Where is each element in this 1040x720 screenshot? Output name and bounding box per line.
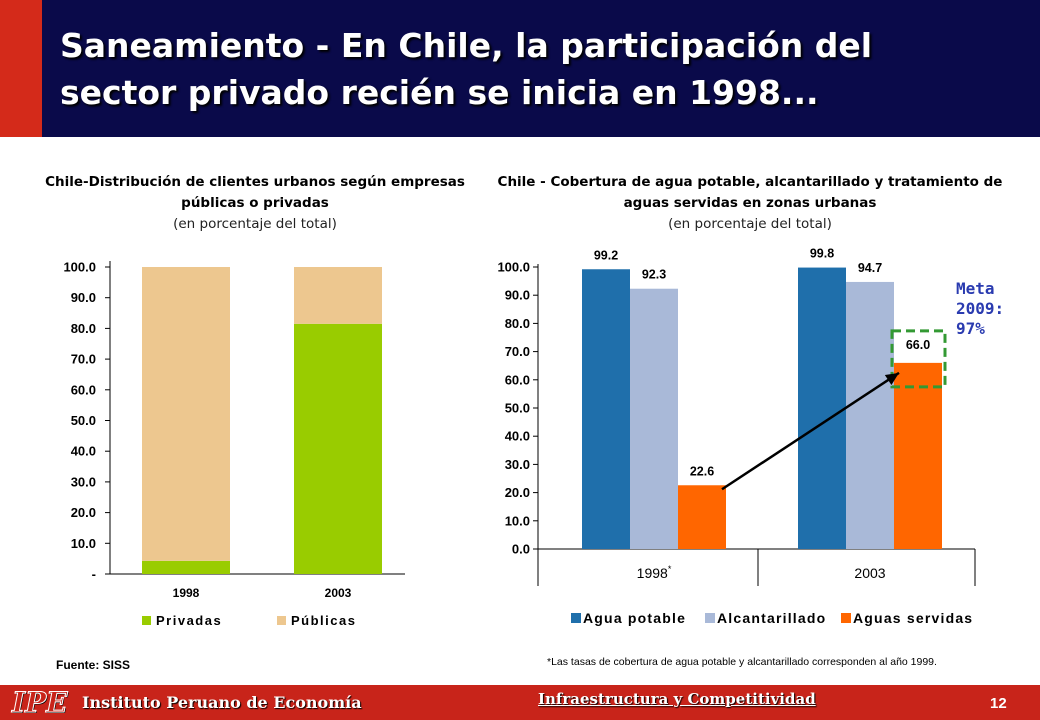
right-chart-title: Chile - Cobertura de agua potable, alcan… xyxy=(497,174,1003,211)
x-tick-label: 1998 xyxy=(173,586,200,600)
footer-section-title: Infraestructura y Competitividad xyxy=(538,690,816,708)
growth-arrow-head xyxy=(884,372,899,386)
legend-swatch xyxy=(142,616,151,625)
x-tick-label: 1998* xyxy=(637,564,672,581)
slide-header xyxy=(0,0,1040,137)
right-chart-heading: Chile - Cobertura de agua potable, alcan… xyxy=(480,172,1020,235)
y-tick-label: 10.0 xyxy=(505,513,530,528)
y-tick-label: 30.0 xyxy=(505,457,530,472)
legend-swatch xyxy=(841,613,851,623)
y-tick-label: 60.0 xyxy=(71,382,96,397)
grouped-bar-chart-coverage: 0.0 10.0 20.0 30.0 40.0 50.0 60.0 70.0 80.0 90.0 1… xyxy=(497,247,976,626)
data-label: 66.0 xyxy=(906,338,930,352)
growth-arrow-line xyxy=(721,371,900,491)
y-tick-label: 70.0 xyxy=(71,352,96,367)
y-tick-label: 20.0 xyxy=(71,505,96,520)
legend-swatch xyxy=(705,613,715,623)
legend-swatch xyxy=(571,613,581,623)
data-label: 94.7 xyxy=(858,261,882,275)
y-tick-label: 50.0 xyxy=(71,413,96,428)
stacked-bar-chart-clients: - 10.0 20.0 30.0 40.0 50.0 60.0 70.0 80.0 90.0 100… xyxy=(63,260,405,628)
left-chart-title: Chile-Distribución de clientes urbanos s… xyxy=(45,174,465,211)
footnote-mark: * xyxy=(668,564,672,574)
footer-organization: Instituto Peruano de Economía xyxy=(82,693,362,712)
y-tick-label: 70.0 xyxy=(505,344,530,359)
data-label: 99.2 xyxy=(594,248,618,262)
y-tick-label: 100.0 xyxy=(63,260,96,275)
data-label: 22.6 xyxy=(690,464,714,478)
data-label: 92.3 xyxy=(642,268,666,282)
goal-annotation: Meta 2009: 97% xyxy=(956,279,1004,339)
bar-privadas-1998 xyxy=(142,560,230,574)
y-tick-label: 80.0 xyxy=(71,321,96,336)
y-tick-label: 40.0 xyxy=(505,429,530,444)
y-tick-label: 20.0 xyxy=(505,485,530,500)
ipe-logo: IPE xyxy=(12,686,68,720)
legend-label: Alcantarillado xyxy=(717,610,826,626)
bar-pblicas-1998 xyxy=(142,267,230,561)
y-tick-label: 0.0 xyxy=(512,542,530,557)
y-tick-label: 10.0 xyxy=(71,536,96,551)
bar-agua-potable-1998 xyxy=(582,269,630,549)
legend-swatch xyxy=(277,616,286,625)
y-tick-label: 40.0 xyxy=(71,444,96,459)
y-tick-label: 30.0 xyxy=(71,474,96,489)
goal-line-2: 2009: xyxy=(956,299,1005,318)
left-chart-subtitle: (en porcentaje del total) xyxy=(173,216,337,232)
bar-aguas-servidas-1998 xyxy=(678,485,726,549)
bar-aguas-servidas-2003 xyxy=(894,362,942,549)
y-tick-label: 90.0 xyxy=(505,288,530,303)
bar-privadas-2003 xyxy=(294,323,382,574)
goal-dashed-box xyxy=(890,329,947,389)
bar-agua-potable-2003 xyxy=(798,267,846,549)
slide-footer xyxy=(0,685,1040,720)
y-tick-label: - xyxy=(92,567,96,582)
y-tick-label: 80.0 xyxy=(505,316,530,331)
bar-alcantarillado-1998 xyxy=(630,288,678,549)
y-tick-label: 90.0 xyxy=(71,290,96,305)
legend-label: Aguas servidas xyxy=(853,610,973,626)
data-label: 99.8 xyxy=(810,247,834,261)
goal-line-3: 97% xyxy=(956,319,985,338)
y-tick-label: 60.0 xyxy=(505,372,530,387)
bar-alcantarillado-2003 xyxy=(846,281,894,549)
bar-pblicas-2003 xyxy=(294,267,382,324)
page-number: 12 xyxy=(990,695,1007,712)
y-tick-label: 100.0 xyxy=(497,260,530,275)
right-chart-subtitle: (en porcentaje del total) xyxy=(668,216,832,232)
slide-title: Saneamiento - En Chile, la participación… xyxy=(60,26,873,112)
y-tick-label: 50.0 xyxy=(505,401,530,416)
source-note: Fuente: SISS xyxy=(56,658,131,672)
x-tick-label: 2003 xyxy=(325,586,352,600)
left-chart-heading: Chile-Distribución de clientes urbanos s… xyxy=(40,172,470,235)
legend-label: Agua potable xyxy=(583,610,686,626)
legend-label: Públicas xyxy=(291,613,356,628)
x-tick-label: 2003 xyxy=(854,565,885,581)
header-accent-bar xyxy=(0,0,42,137)
legend-label: Privadas xyxy=(156,613,222,628)
footnote: *Las tasas de cobertura de agua potable … xyxy=(547,656,937,668)
goal-line-1: Meta xyxy=(956,279,995,298)
